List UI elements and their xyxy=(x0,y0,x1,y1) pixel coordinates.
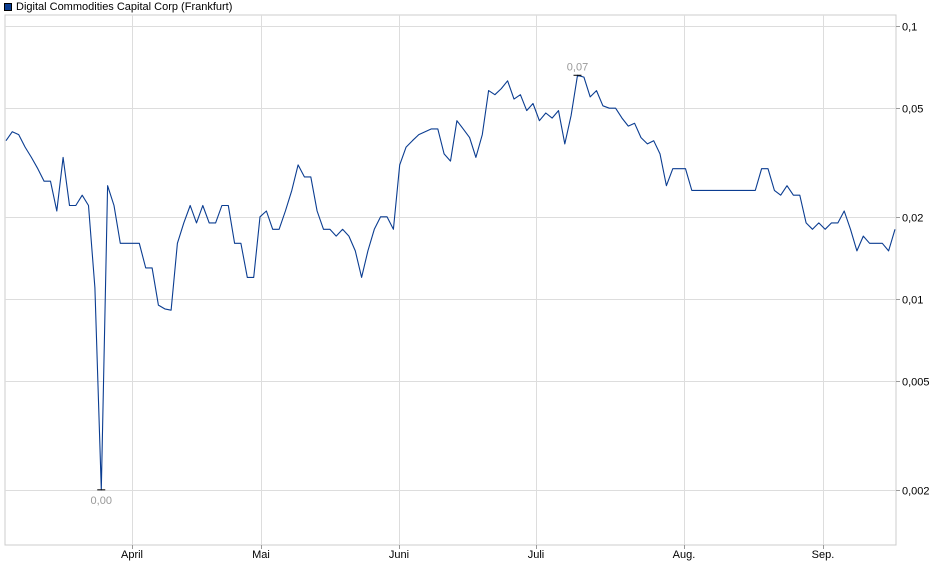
x-tick-label: April xyxy=(121,549,143,561)
y-tick-label: 0,01 xyxy=(902,295,923,307)
legend-swatch xyxy=(4,3,12,11)
plot-frame xyxy=(4,14,897,546)
x-tick-label: Aug. xyxy=(673,549,696,561)
max-annotation: 0,07 xyxy=(567,61,588,73)
y-tick-label: 0,02 xyxy=(902,213,923,225)
series-line xyxy=(5,74,896,491)
min-annotation: 0,00 xyxy=(91,495,112,507)
x-tick-label: Mai xyxy=(252,549,270,561)
x-tick-label: Sep. xyxy=(812,549,835,561)
legend-label: Digital Commodities Capital Corp (Frankf… xyxy=(16,1,233,13)
x-tick-label: Juli xyxy=(528,549,545,561)
x-tick-label: Juni xyxy=(389,549,409,561)
y-tick-label: 0,1 xyxy=(902,22,917,34)
y-tick-label: 0,05 xyxy=(902,104,923,116)
legend: Digital Commodities Capital Corp (Frankf… xyxy=(4,1,232,13)
y-tick-label: 0,005 xyxy=(902,377,930,389)
y-tick-label: 0,002 xyxy=(902,486,930,498)
